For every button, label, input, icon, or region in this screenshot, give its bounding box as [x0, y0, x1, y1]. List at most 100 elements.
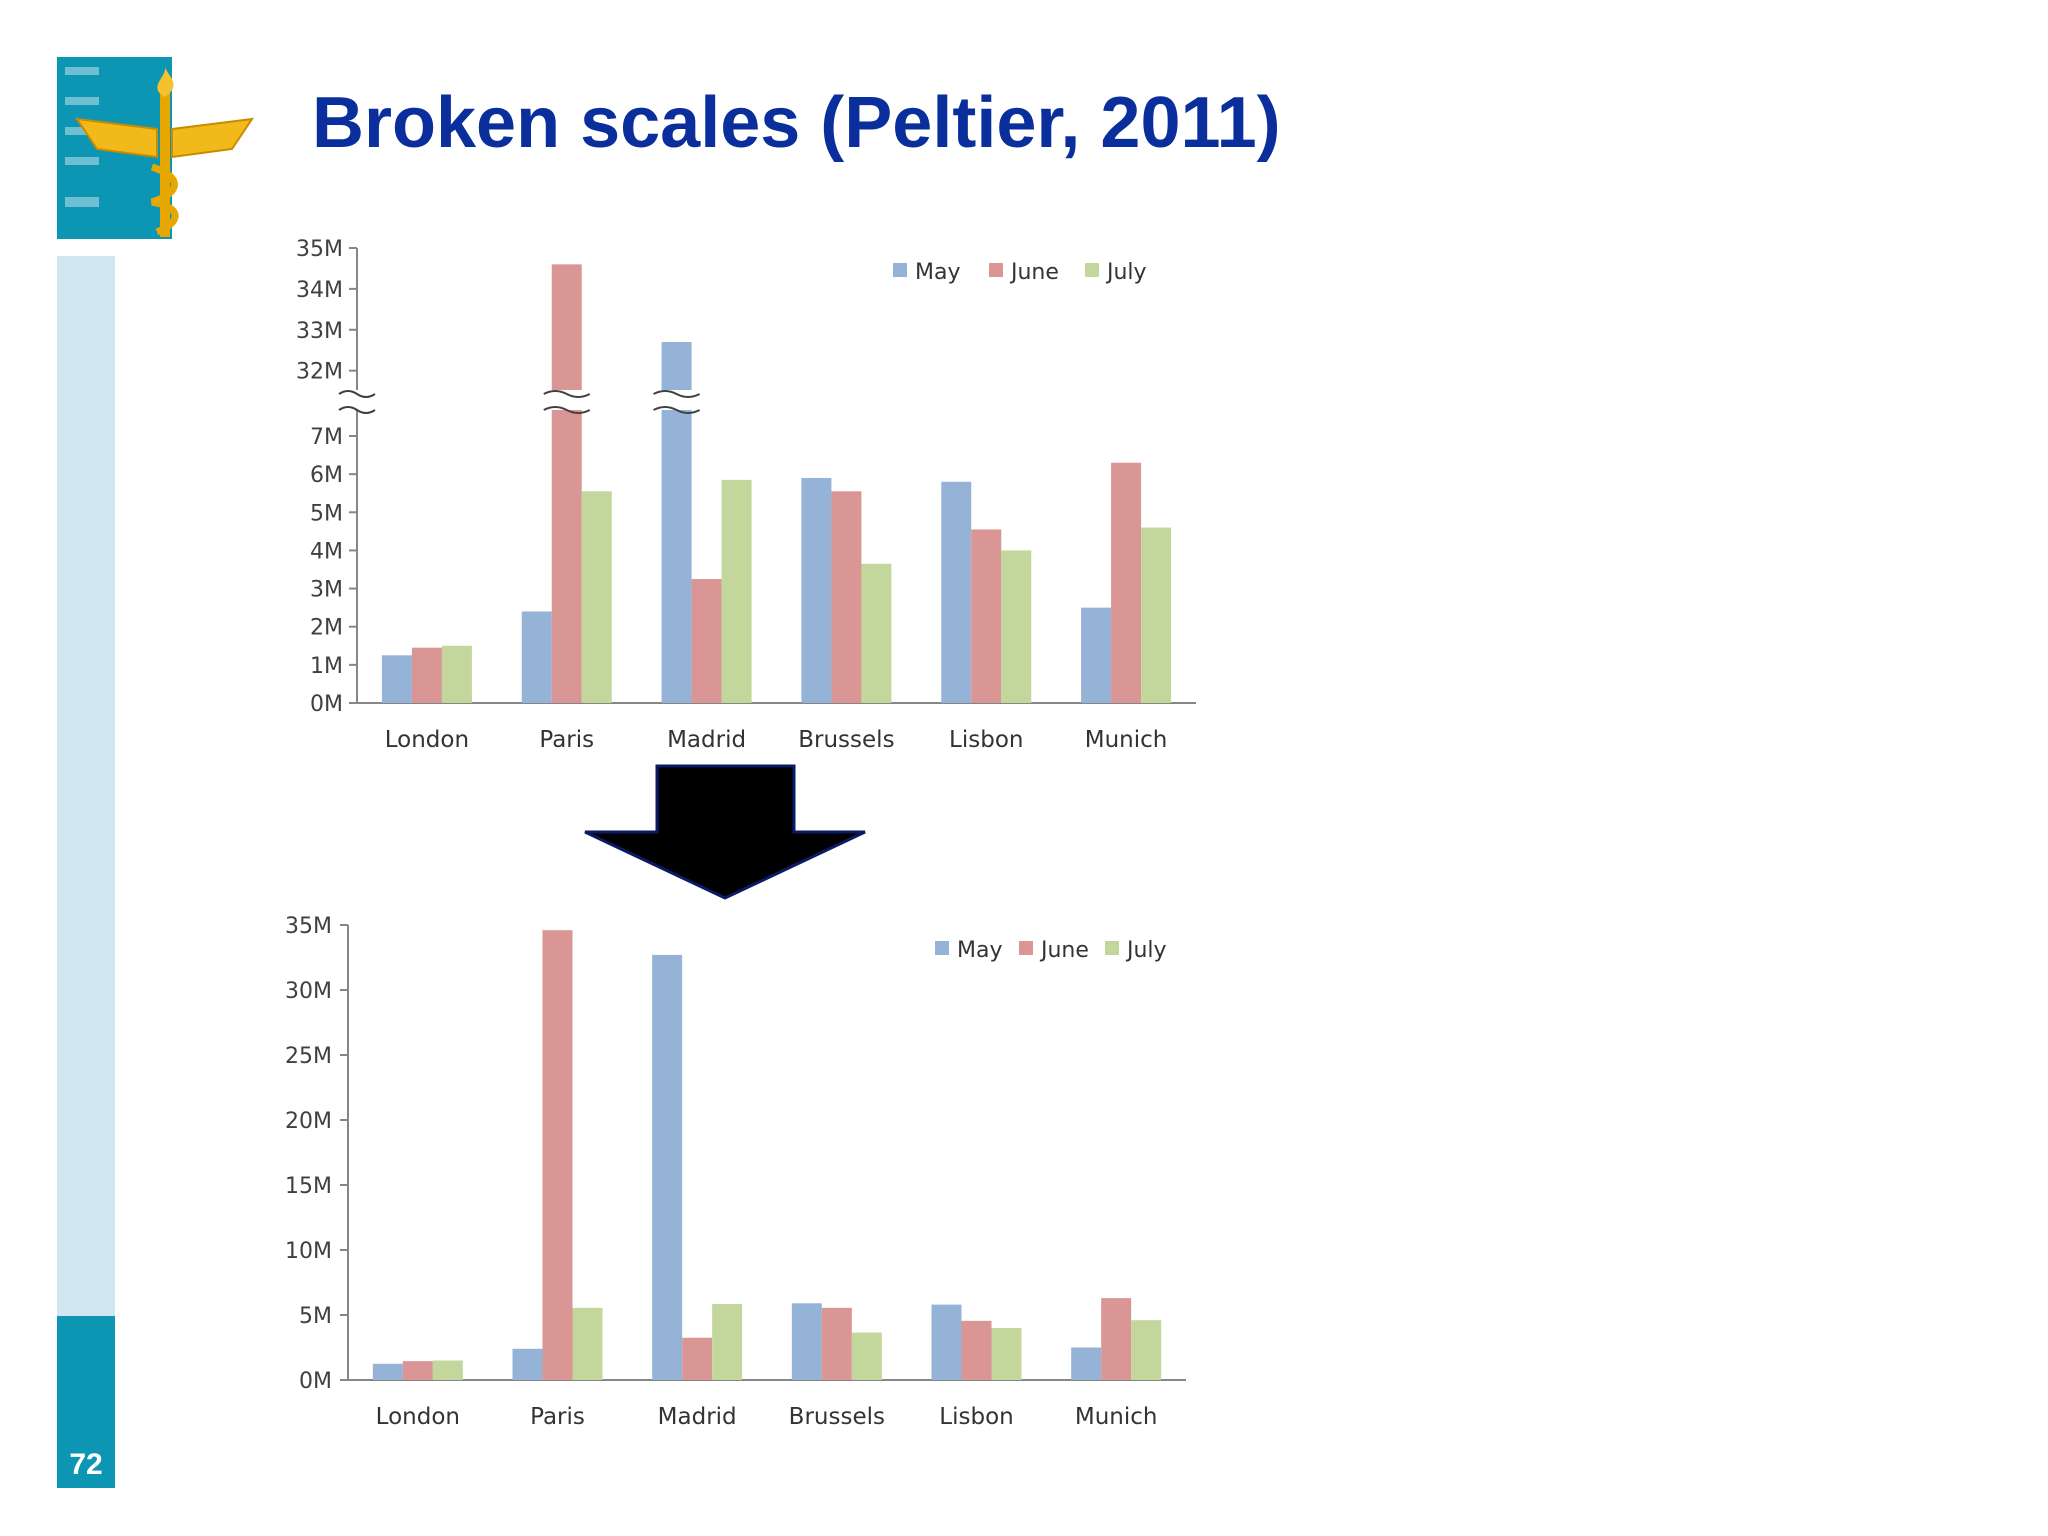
- bar-june: [542, 930, 573, 1380]
- y-tick-label: 5M: [299, 1304, 332, 1329]
- legend-swatch-june: [989, 263, 1003, 277]
- axis-break-mark: [338, 406, 376, 414]
- bar-july: [441, 645, 472, 703]
- bar-break-gap: [545, 390, 588, 410]
- y-tick-label: 35M: [296, 237, 343, 262]
- x-tick-label: Paris: [539, 727, 594, 753]
- bars: [381, 264, 1172, 703]
- y-tick-label: 1M: [310, 654, 343, 679]
- bar-june: [1101, 1298, 1132, 1380]
- logo-wings: [74, 117, 255, 159]
- legend-swatch-may: [893, 263, 907, 277]
- tukkk-logo: [57, 57, 255, 239]
- y-tick-label: 6M: [310, 463, 343, 488]
- x-tick-label: Madrid: [667, 727, 746, 753]
- bar-july: [432, 1360, 463, 1380]
- x-tick-label: London: [376, 1404, 460, 1430]
- y-tick-label: 30M: [285, 979, 332, 1004]
- bar-june-upper: [551, 264, 582, 392]
- legend-label-june: June: [1009, 260, 1059, 285]
- break-mark: [543, 390, 591, 398]
- bar-may: [941, 481, 972, 703]
- x-tick-label: Paris: [530, 1404, 585, 1430]
- bar-june: [551, 408, 582, 703]
- bar-july: [1001, 550, 1032, 703]
- full-scale-bar-chart: 0M 5M 10M 15M 20M 25M 30M 35M London Paris Madrid…: [285, 914, 1186, 1430]
- sidebar-band-light: [57, 256, 115, 1316]
- axis-break-mark: [338, 390, 376, 398]
- x-tick-labels: London Paris Madrid Brussels Lisbon Munich: [376, 1404, 1158, 1430]
- y-tick-label: 20M: [285, 1109, 332, 1134]
- bar-july: [572, 1307, 603, 1380]
- legend-label-july: July: [1125, 938, 1167, 963]
- legend-label-june: June: [1039, 938, 1089, 963]
- y-ticks: 0M 1M 2M 3M 4M 5M 6M 7M 32M 33M 34M 35M: [296, 237, 357, 717]
- break-mark: [653, 406, 701, 414]
- bar-july: [721, 479, 752, 703]
- bar-june: [682, 1337, 713, 1380]
- bar-may: [381, 655, 412, 703]
- bar-may: [661, 408, 692, 703]
- bar-july: [861, 563, 892, 703]
- x-tick-label: Brussels: [798, 727, 894, 753]
- legend: May June July: [893, 260, 1147, 285]
- y-tick-label: 5M: [310, 501, 343, 526]
- bar-june: [402, 1361, 433, 1380]
- bar-june: [961, 1320, 992, 1380]
- bar-june: [831, 491, 862, 703]
- down-arrow-icon: [584, 764, 866, 900]
- x-tick-label: Lisbon: [939, 1404, 1013, 1430]
- legend: May June July: [935, 938, 1167, 963]
- y-tick-label: 33M: [296, 319, 343, 344]
- y-tick-label: 10M: [285, 1239, 332, 1264]
- y-tick-label: 3M: [310, 578, 343, 603]
- y-tick-label: 35M: [285, 914, 332, 939]
- broken-axis-bar-chart: 0M 1M 2M 3M 4M 5M 6M 7M 32M 33M 34M 35M London Paris…: [296, 237, 1196, 753]
- y-ticks: 0M 5M 10M 15M 20M 25M 30M 35M: [285, 914, 348, 1394]
- legend-label-may: May: [957, 938, 1002, 963]
- slide-title: Broken scales (Peltier, 2011): [312, 83, 1281, 163]
- y-tick-label: 32M: [296, 360, 343, 385]
- bar-july: [851, 1332, 882, 1380]
- bar-june: [691, 579, 722, 703]
- legend-swatch-may: [935, 941, 949, 955]
- bar-june: [971, 529, 1002, 703]
- x-tick-label: Madrid: [658, 1404, 737, 1430]
- break-mark: [653, 390, 701, 398]
- x-tick-label: Brussels: [789, 1404, 885, 1430]
- y-tick-label: 15M: [285, 1174, 332, 1199]
- bar-may: [931, 1304, 962, 1380]
- bar-july: [1131, 1320, 1162, 1380]
- y-tick-label: 7M: [310, 425, 343, 450]
- y-tick-label: 4M: [310, 539, 343, 564]
- legend-swatch-july: [1085, 263, 1099, 277]
- axis-break-gap: [343, 390, 371, 410]
- bar-may: [652, 954, 683, 1380]
- break-mark: [543, 406, 591, 414]
- y-tick-label: 0M: [310, 692, 343, 717]
- bars: [372, 930, 1162, 1380]
- bar-july: [991, 1328, 1022, 1380]
- bar-may-upper: [661, 342, 692, 392]
- bar-june: [1111, 462, 1142, 703]
- x-tick-label: Lisbon: [949, 727, 1023, 753]
- bar-july: [712, 1303, 743, 1380]
- bar-may: [791, 1303, 822, 1380]
- y-tick-label: 2M: [310, 616, 343, 641]
- bar-july: [1141, 527, 1172, 703]
- x-tick-labels: London Paris Madrid Brussels Lisbon Munich: [385, 727, 1168, 753]
- axis-break-marks: [338, 390, 701, 414]
- logo-letters: [65, 67, 99, 207]
- legend-label-may: May: [915, 260, 960, 285]
- bar-may: [372, 1363, 403, 1380]
- bar-break-gap: [655, 390, 698, 410]
- bar-may: [1081, 607, 1112, 703]
- bar-may: [1071, 1347, 1102, 1380]
- bar-may: [512, 1348, 543, 1380]
- x-tick-label: Munich: [1075, 1404, 1158, 1430]
- bar-may: [521, 611, 552, 703]
- bar-may: [801, 477, 832, 703]
- page-number: 72: [69, 1448, 103, 1481]
- bar-june: [821, 1307, 852, 1380]
- y-tick-label: 0M: [299, 1369, 332, 1394]
